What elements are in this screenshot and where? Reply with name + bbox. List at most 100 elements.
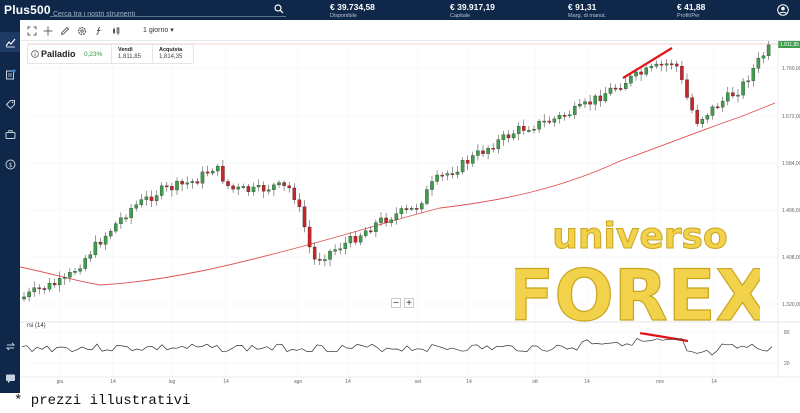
buy-button[interactable]: Acquista 1.814,35 [152,45,194,63]
candle-body [567,114,572,117]
candle-body [103,235,108,245]
sell-button[interactable]: Vendi 1.811,85 [111,45,152,63]
info-circle-icon[interactable] [31,50,39,58]
candle-body [527,130,531,132]
candle-body [710,106,715,116]
candle-body [659,63,664,66]
candle-body [445,173,450,176]
crosshair-button[interactable] [41,24,54,37]
search-icon[interactable] [274,4,284,14]
top-bar: Plus500 € 39.734,58 Disponibile € 39.917… [0,0,800,21]
candle-body [185,182,189,185]
sidebar-item-tags[interactable] [0,94,20,114]
illustrative-prices-note: * prezzi illustrativi [14,393,191,409]
candle-body [593,95,597,105]
candle-body [236,186,240,190]
candle-body [649,66,654,68]
sidebar-item-chat[interactable] [0,368,20,388]
candle-body [680,66,684,80]
sidebar-item-info[interactable]: $ [0,154,20,174]
trend-lines [622,47,689,343]
candle-body [715,106,720,109]
candle-body [328,251,332,260]
search-bar[interactable] [50,3,286,21]
zoom-in-button[interactable]: + [404,298,414,309]
period-selector[interactable]: 1 giorno ▾ [143,27,174,34]
plus500-logo[interactable]: Plus500 [4,3,51,17]
price-chart[interactable]: 1.760,00 1.672,00 1.584,00 1.496,00 1.408,00… [20,41,800,385]
candle-body [241,186,246,188]
candle-body [430,181,434,190]
candle-body [32,287,36,293]
indicators-button[interactable] [92,24,105,37]
candle-body [175,181,179,191]
rsi-panel: 80 20 [20,321,800,367]
candle-body [588,101,592,105]
candle-body [501,134,506,140]
candle-body [210,170,215,174]
candle-body [603,93,608,102]
sidebar-item-transfer[interactable] [0,336,20,356]
tag-icon [5,99,15,109]
time-tick-label: 14 [110,379,116,385]
candle-body [287,185,291,189]
chart-icon [5,38,15,47]
candle-body [629,75,633,84]
sidebar-item-portfolio[interactable] [0,64,20,84]
user-icon[interactable] [777,4,789,16]
sidebar-item-briefcase[interactable] [0,124,20,144]
candle-body [409,208,414,210]
candle-body [389,219,393,223]
pencil-icon [60,26,69,35]
briefcase-icon [5,129,15,139]
candle-body [22,296,26,300]
candle-body [741,81,745,96]
candle-body [37,287,42,290]
chat-icon [5,374,15,383]
time-tick-label: ago [294,379,303,385]
candle-body [562,115,567,117]
candle-body [675,63,679,67]
settings-icon [77,26,86,35]
stat-available: € 39.734,58 Disponibile [330,2,375,19]
candle-body [119,217,123,224]
time-axis: giu 14 lug 14 ago 14 set 14 ott 14 nov 14 [20,376,800,385]
settings-button[interactable] [75,24,88,37]
candle-body [129,208,133,218]
candle-body [292,187,297,200]
candle-body [481,150,485,154]
expand-button[interactable] [25,24,38,37]
time-tick-label: 14 [711,379,717,385]
time-tick-label: 14 [584,379,590,385]
trend-line-price [622,47,673,79]
candle-body [761,55,766,59]
candle-body [369,230,373,233]
candle-body [511,133,516,139]
zoom-out-button[interactable]: − [391,298,401,309]
time-tick-label: giu [57,379,64,385]
candle-body [726,92,730,102]
candle-body [440,174,444,177]
candle-body [139,199,144,205]
stat-equity: € 39.917,19 Capitale [450,2,495,19]
candle-body [52,283,57,286]
trend-line-rsi [639,331,689,343]
candle-body [318,259,322,261]
draw-button[interactable] [58,24,71,37]
candle-body [297,199,302,207]
stat-profit-loss: € 41,88 Profit/Per [677,2,706,19]
candle-body [425,189,429,204]
candle-body [333,249,337,252]
candle-body [272,184,276,190]
transfer-icon [5,342,15,350]
candle-body [746,80,750,83]
instrument-card[interactable]: Palladio 0,23% Vendi 1.811,85 Acquista 1… [27,44,194,64]
chart-toolbar: 1 giorno ▾ [20,20,800,41]
chart-type-button[interactable] [109,24,122,37]
sidebar-item-chart[interactable] [0,32,20,52]
candle-body [205,171,210,174]
search-input[interactable] [50,8,260,21]
candle-body [200,171,205,184]
stat-margin: € 91,31 Marg. di manut. [568,2,607,19]
